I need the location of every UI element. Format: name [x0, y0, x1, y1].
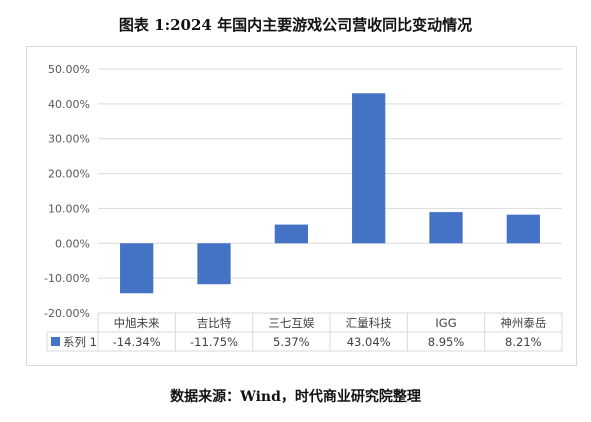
y-tick-label: 0.00% — [55, 237, 90, 250]
y-tick-label: 10.00% — [48, 202, 90, 215]
y-axis-ticks: 50.00% 40.00% 30.00% 20.00% 10.00% 0.00% -10.0… — [44, 63, 90, 320]
data-label: 8.21% — [505, 335, 542, 349]
data-label: -14.34% — [113, 335, 161, 349]
x-tick-label: 吉比特 — [197, 316, 232, 330]
y-tick-label: 50.00% — [48, 63, 90, 76]
data-label: 43.04% — [347, 335, 391, 349]
data-table: 中旭未来 -14.34% 吉比特 -11.75% 三七互娱 5.37% 汇量科技 43.04%… — [46, 312, 563, 352]
x-tick-label: 三七互娱 — [268, 316, 314, 330]
bar — [197, 243, 231, 285]
chart-title: 图表 1:2024 年国内主要游戏公司营收同比变动情况 — [118, 16, 473, 34]
bar-chart: 50.00% 40.00% 30.00% 20.00% 10.00% 0.00% -10.0… — [44, 63, 563, 352]
data-label: -11.75% — [190, 335, 238, 349]
y-tick-label: -10.00% — [44, 272, 90, 285]
x-tick-label: IGG — [435, 316, 456, 330]
bars — [120, 93, 540, 294]
bar — [120, 243, 154, 294]
y-tick-label: 20.00% — [48, 168, 90, 181]
bar — [352, 93, 386, 244]
y-tick-label: 30.00% — [48, 133, 90, 146]
source-note: 数据来源：Wind，时代商业研究院整理 — [170, 389, 421, 405]
y-tick-label: 40.00% — [48, 98, 90, 111]
bar — [506, 214, 540, 244]
y-tick-label: -20.00% — [44, 307, 90, 320]
bar — [429, 212, 463, 244]
x-tick-label: 中旭未来 — [114, 316, 160, 330]
legend-key — [51, 337, 60, 346]
x-tick-label: 汇量科技 — [346, 316, 392, 330]
x-tick-label: 神州泰岳 — [500, 316, 546, 330]
chart-frame: 50.00% 40.00% 30.00% 20.00% 10.00% 0.00% -10.0… — [26, 46, 577, 366]
data-label: 8.95% — [428, 335, 465, 349]
grid-lines — [98, 68, 562, 314]
bar — [274, 224, 308, 244]
data-label: 5.37% — [273, 335, 310, 349]
series-name: 系列 1 — [63, 335, 97, 349]
